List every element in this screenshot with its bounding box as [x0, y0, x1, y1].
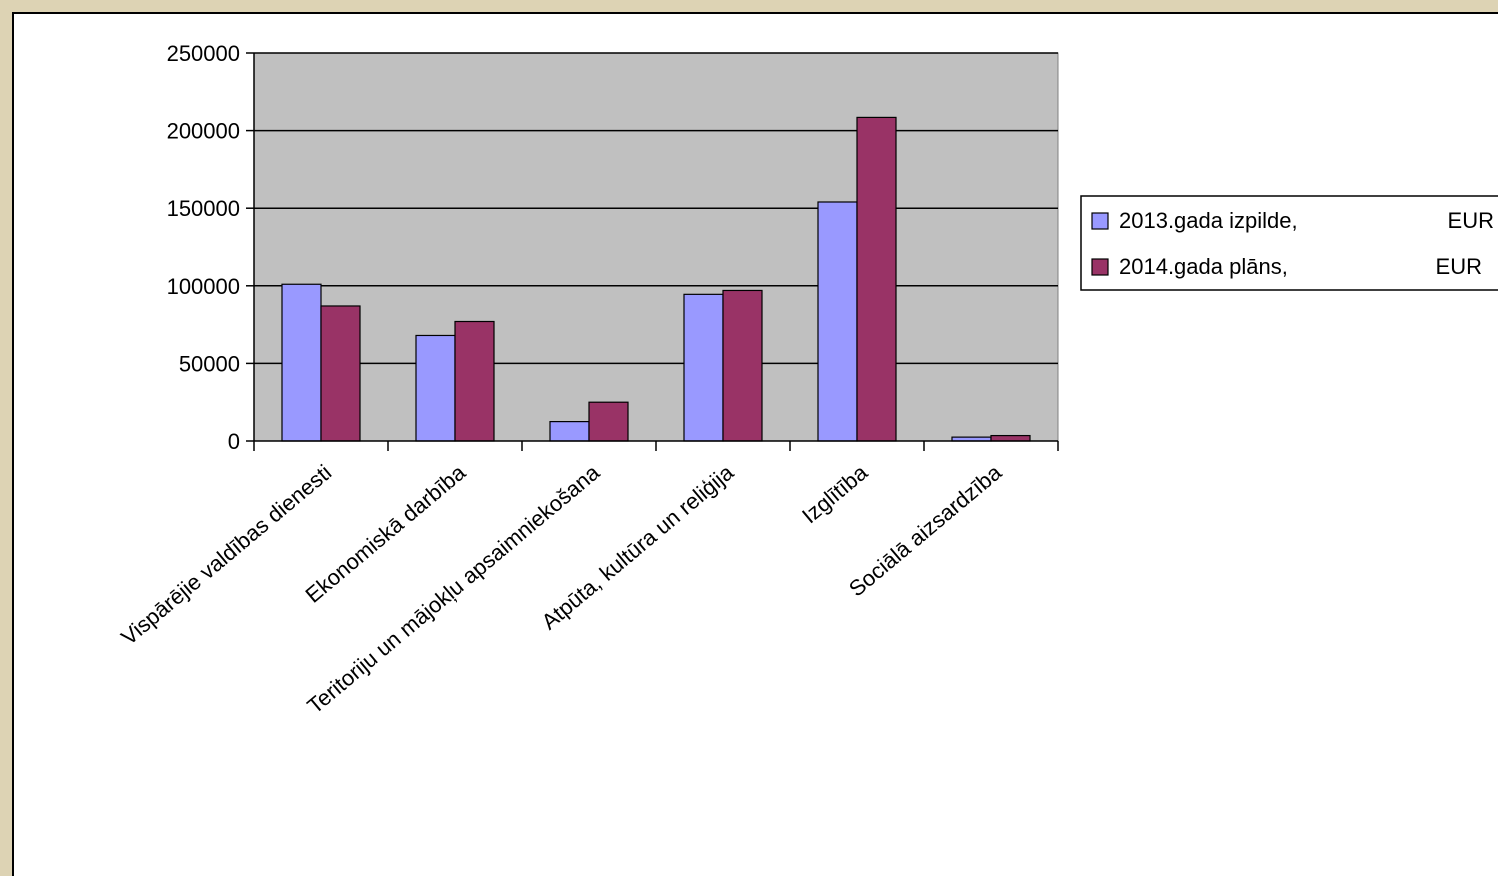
legend-swatch — [1091, 212, 1109, 230]
y-tick-label: 250000 — [167, 41, 240, 66]
bar-2014 — [856, 116, 897, 442]
bar-2014 — [588, 401, 629, 442]
bar-2014 — [990, 434, 1031, 442]
y-tick-label: 100000 — [167, 274, 240, 299]
axes — [246, 52, 1059, 451]
y-tick-label: 0 — [228, 429, 240, 454]
bar-2013 — [549, 421, 590, 442]
bar-2013 — [415, 334, 456, 442]
category-label: Izglītība — [797, 459, 873, 528]
bar-2014 — [722, 289, 763, 442]
y-tick-label: 50000 — [179, 351, 240, 376]
legend-label: 2014.gada plāns, — [1119, 254, 1288, 279]
legend-box — [1080, 195, 1498, 291]
category-label: Teritoriju un mājokļu apsaimniekošana — [302, 459, 604, 718]
bars — [281, 116, 1031, 442]
bar-2014 — [320, 305, 361, 442]
bar-2013 — [683, 293, 724, 442]
plot-background — [253, 52, 1059, 442]
legend: 2013.gada izpilde, EUR 2014.gada plāns, EUR — [1080, 195, 1498, 291]
bar-2013 — [281, 283, 322, 442]
legend-swatch — [1091, 258, 1109, 276]
bar-2014 — [454, 320, 495, 442]
category-label: Vispārējie valdības dienesti — [116, 460, 336, 650]
bar-2013 — [817, 201, 858, 442]
y-tick-labels: 0 50000 100000 150000 200000 250000 — [167, 41, 240, 454]
legend-unit: EUR — [1448, 208, 1494, 233]
legend-label: 2013.gada izpilde, — [1119, 208, 1298, 233]
legend-unit: EUR — [1436, 254, 1482, 279]
gridlines — [254, 52, 1058, 365]
y-tick-label: 200000 — [167, 119, 240, 144]
y-tick-label: 150000 — [167, 196, 240, 221]
